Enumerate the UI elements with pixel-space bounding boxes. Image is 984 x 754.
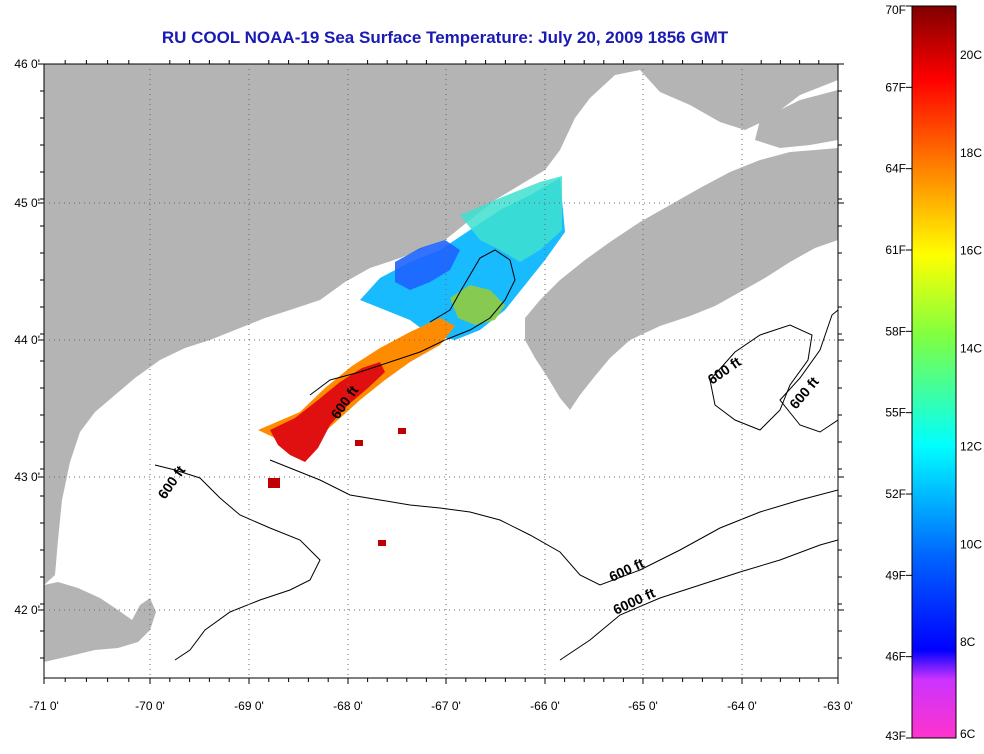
colorbar <box>911 5 957 739</box>
lon-tick-label: -64 0' <box>727 699 757 713</box>
colorbar-f-label: 70F <box>885 3 906 17</box>
colorbar-c-label: 12C <box>960 439 982 453</box>
lat-tick-label: 43 0' <box>14 470 40 484</box>
lon-tick-label: -71 0' <box>29 699 59 713</box>
colorbar-c-label: 6C <box>960 727 976 741</box>
colorbar-f-label: 67F <box>885 80 906 94</box>
sst-blue-patch <box>395 240 460 290</box>
colorbar-f-label: 49F <box>885 568 906 582</box>
contour-600ft-far-east <box>779 309 838 433</box>
sst-hot-pixel <box>398 428 406 434</box>
lat-tick-label: 46 0' <box>14 57 40 71</box>
lon-tick-label: -65 0' <box>628 699 658 713</box>
colorbar-f-label: 64F <box>885 162 906 176</box>
lat-tick-label: 42 0' <box>14 603 40 617</box>
colorbar-c-label: 8C <box>960 635 976 649</box>
sst-green-patch <box>450 285 505 325</box>
colorbar-c-label: 18C <box>960 146 982 160</box>
land-cape-cod <box>44 582 156 662</box>
colorbar-f-label: 55F <box>885 406 906 420</box>
colorbar-c-label: 14C <box>960 342 982 356</box>
lon-tick-label: -66 0' <box>530 699 560 713</box>
lat-tick-label: 45 0' <box>14 196 40 210</box>
contour-600ft-basin <box>269 459 838 586</box>
map-frame <box>43 63 839 679</box>
sst-hot-pixel <box>378 540 386 546</box>
colorbar-f-label: 61F <box>885 243 906 257</box>
colorbar-c-label: 16C <box>960 244 982 258</box>
colorbar-f-label: 58F <box>885 324 906 338</box>
lon-tick-label: -70 0' <box>135 699 165 713</box>
sst-hot-pixel <box>355 440 363 446</box>
contour-6000ft <box>559 539 838 661</box>
land-cape-breton <box>755 90 838 148</box>
land-new-england <box>44 64 838 585</box>
lon-tick-label: -63 0' <box>823 699 853 713</box>
bay-of-fundy <box>520 150 780 320</box>
lon-tick-label: -69 0' <box>234 699 264 713</box>
sst-hot-pixel <box>268 478 280 488</box>
colorbar-f-label: 46F <box>885 650 906 664</box>
colorbar-c-label: 20C <box>960 48 982 62</box>
lon-tick-label: -67 0' <box>431 699 461 713</box>
colorbar-c-label: 10C <box>960 537 982 551</box>
colorbar-f-label: 52F <box>885 487 906 501</box>
sst-cyan-patch <box>460 176 562 262</box>
contour-600ft-west <box>154 464 321 661</box>
colorbar-f-label: 43F <box>885 729 906 743</box>
lat-tick-label: 44 0' <box>14 333 40 347</box>
lon-tick-label: -68 0' <box>333 699 363 713</box>
sst-hot-core <box>270 362 385 462</box>
contour-600ft-east <box>709 324 813 431</box>
map-title: RU COOL NOAA-19 Sea Surface Temperature:… <box>161 28 729 47</box>
contour-ridge <box>309 249 516 396</box>
land-nova-scotia <box>525 148 838 410</box>
